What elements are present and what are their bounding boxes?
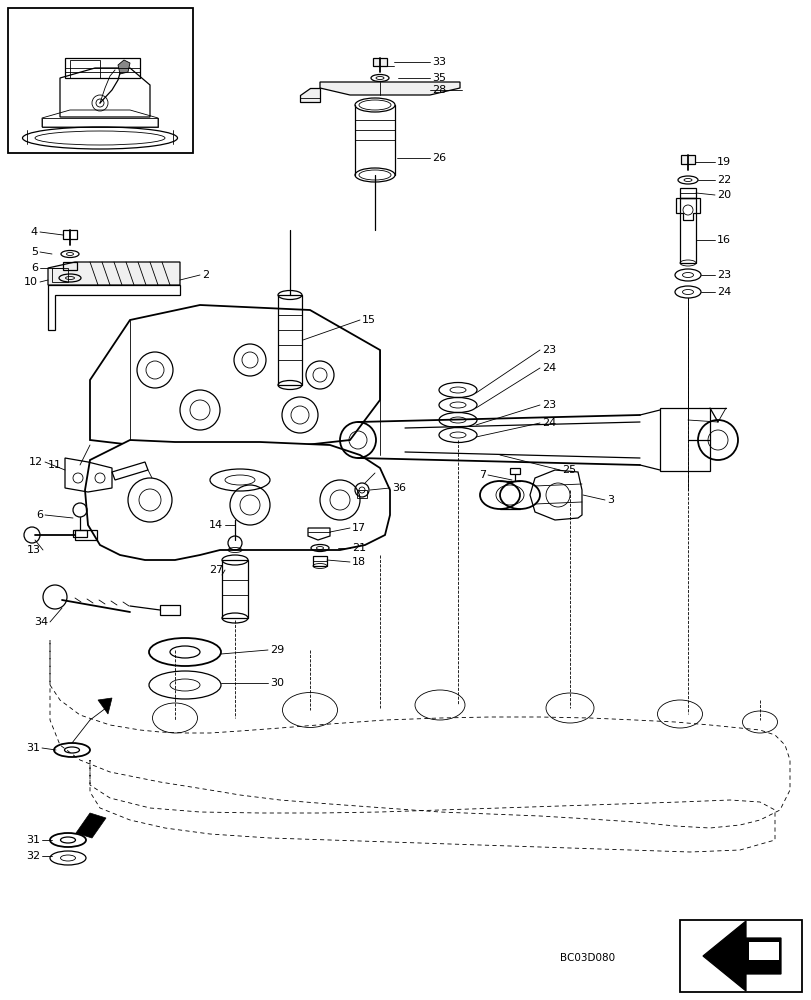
Ellipse shape (354, 98, 394, 112)
Text: 27: 27 (208, 565, 223, 575)
Text: 20: 20 (716, 190, 730, 200)
Polygon shape (98, 698, 112, 714)
Bar (357, 490, 367, 498)
Bar (679, 920, 801, 992)
Text: 26: 26 (431, 153, 445, 163)
Text: 34: 34 (34, 617, 48, 627)
Text: 23: 23 (541, 400, 556, 410)
Polygon shape (76, 813, 106, 838)
Bar (75, 530, 97, 540)
Text: 4: 4 (31, 227, 38, 237)
Bar (221, 560, 247, 618)
Text: 22: 22 (716, 175, 731, 185)
Text: 10: 10 (24, 277, 38, 287)
Text: 6: 6 (36, 510, 43, 520)
Text: 24: 24 (541, 418, 556, 428)
Text: 35: 35 (431, 73, 445, 83)
Text: 28: 28 (431, 85, 446, 95)
Text: 18: 18 (351, 557, 366, 567)
Polygon shape (702, 921, 780, 991)
Bar (659, 408, 709, 471)
Bar (160, 605, 180, 615)
Text: 24: 24 (716, 287, 731, 297)
Text: 13: 13 (27, 545, 41, 555)
Text: 16: 16 (716, 235, 730, 245)
Text: 11: 11 (48, 460, 62, 470)
Polygon shape (748, 942, 778, 960)
Bar (679, 188, 695, 198)
Polygon shape (48, 262, 180, 285)
Text: 17: 17 (351, 523, 366, 533)
Text: 30: 30 (270, 678, 284, 688)
Text: 19: 19 (716, 157, 730, 167)
Text: 31: 31 (26, 743, 40, 753)
Text: 2: 2 (202, 270, 209, 280)
Polygon shape (85, 440, 389, 560)
Text: 7: 7 (478, 470, 486, 480)
Bar (70, 60, 100, 78)
Polygon shape (90, 305, 380, 450)
Bar (372, 58, 387, 66)
Text: 23: 23 (541, 345, 556, 355)
Text: 23: 23 (716, 270, 730, 280)
Text: 29: 29 (270, 645, 284, 655)
Bar (63, 262, 77, 270)
Bar (8, 8, 193, 153)
Text: 25: 25 (561, 465, 576, 475)
Text: 33: 33 (431, 57, 445, 67)
Text: BC03D080: BC03D080 (560, 953, 615, 963)
Bar (679, 198, 695, 263)
Text: 21: 21 (351, 543, 366, 553)
Text: 3: 3 (607, 495, 613, 505)
Text: 5: 5 (31, 247, 38, 257)
Text: 12: 12 (29, 457, 43, 467)
Bar (73, 530, 87, 537)
Text: 14: 14 (208, 520, 223, 530)
Text: 31: 31 (26, 835, 40, 845)
Text: 24: 24 (541, 363, 556, 373)
Polygon shape (320, 82, 460, 95)
Text: 6: 6 (31, 263, 38, 273)
Bar (63, 230, 77, 239)
Ellipse shape (354, 168, 394, 182)
Polygon shape (299, 88, 320, 102)
Text: 15: 15 (362, 315, 375, 325)
Bar (680, 155, 694, 164)
Bar (509, 468, 519, 474)
Polygon shape (118, 60, 130, 74)
Text: 36: 36 (392, 483, 406, 493)
Bar (312, 556, 327, 566)
Text: 32: 32 (26, 851, 40, 861)
Bar (277, 295, 302, 385)
Bar (52, 268, 68, 282)
